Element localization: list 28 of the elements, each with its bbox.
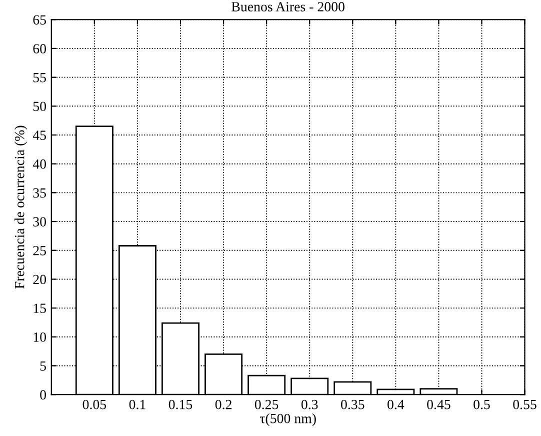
y-tick-label: 65 [33, 15, 46, 25]
y-tick-label: 10 [34, 332, 46, 342]
y-tick-label: 45 [32, 130, 46, 140]
y-tick-label: 60 [33, 44, 46, 54]
x-tick-label: 0.15 [168, 400, 192, 410]
y-tick-label: 5 [40, 361, 46, 371]
y-tick-label: 55 [33, 73, 46, 82]
x-tick-label: 0.45 [427, 400, 450, 410]
y-tick-label: 35 [33, 188, 46, 198]
y-tick-label: 40 [32, 159, 46, 169]
x-tick-label: 0.1 [129, 400, 146, 410]
x-tick-label: 0.2 [215, 400, 232, 410]
y-tick-label: 15 [34, 304, 46, 314]
x-tick-label: 0.4 [388, 400, 404, 410]
y-tick-label: 20 [33, 274, 46, 284]
x-tick-label: 0.35 [341, 400, 364, 410]
y-tick-label: 50 [33, 102, 46, 112]
x-axis-title: τ(500 nm) [260, 413, 316, 426]
y-tick-label: 25 [33, 246, 46, 256]
y-axis-title: Frecuencia de ocurrencia (%) [14, 126, 28, 289]
x-tick-label: 0.3 [301, 400, 318, 410]
x-tick-label: 0.25 [254, 400, 278, 410]
x-tick-label: 0.5 [474, 400, 490, 410]
y-tick-label: 0 [40, 390, 46, 400]
x-tick-label: 0.55 [513, 400, 536, 410]
chart-title: Buenos Aires - 2000 [232, 2, 344, 12]
y-tick-label: 30 [33, 217, 46, 226]
x-tick-label: 0.05 [82, 400, 106, 410]
